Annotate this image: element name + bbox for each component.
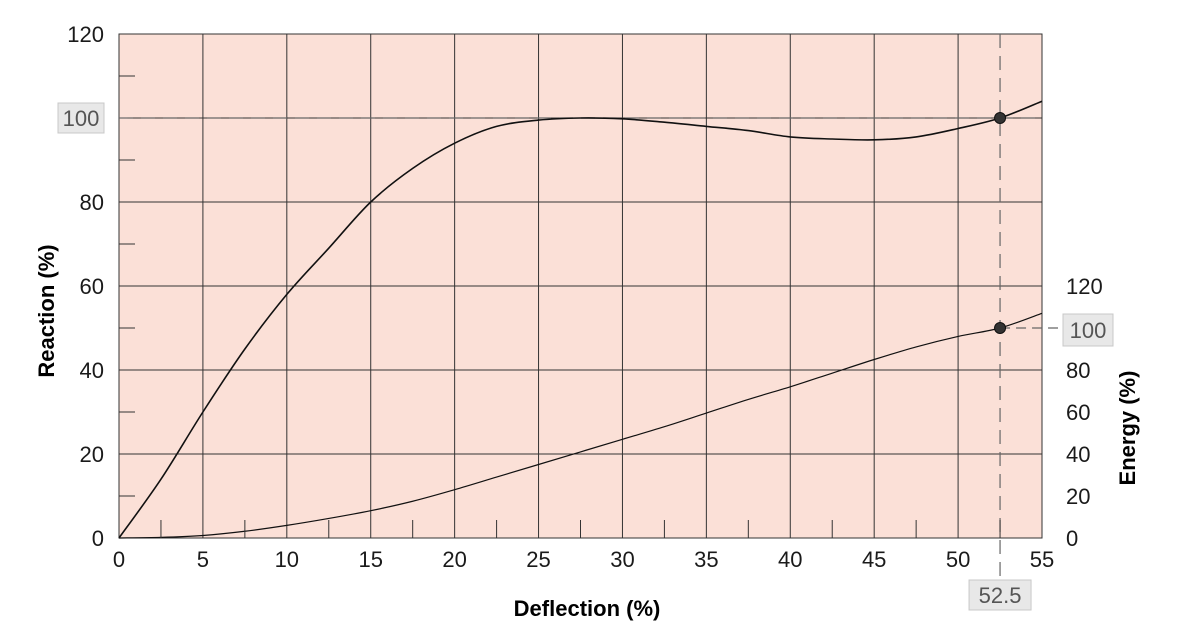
x-tick-label: 45 (862, 547, 886, 572)
x-tick-label: 25 (526, 547, 550, 572)
y-tick-label: 40 (80, 358, 104, 383)
energy-value-label: 100 (1070, 318, 1107, 343)
x-tick-label: 30 (610, 547, 634, 572)
y2-tick-label: 20 (1066, 484, 1090, 509)
energy-curve (118, 312, 1043, 539)
energy-marker (994, 322, 1007, 334)
reaction-value-label-box (57, 102, 105, 134)
deflection-value-label: 52.5 (979, 583, 1022, 608)
y-tick-label: 60 (80, 274, 104, 299)
y-tick-label: 0 (92, 526, 104, 551)
y2-tick-label: 120 (1066, 274, 1103, 299)
x-tick-label: 0 (113, 547, 125, 572)
x-tick-label: 35 (694, 547, 718, 572)
reference-lines (119, 34, 1058, 582)
energy-value-label-box (1062, 313, 1114, 347)
reaction-value-label: 100 (63, 106, 100, 131)
y2-tick-label: 40 (1066, 442, 1090, 467)
deflection-value-label-box (968, 579, 1032, 611)
y-axis-title: Reaction (%) (34, 244, 59, 377)
y-tick-label: 80 (80, 190, 104, 215)
x-tick-label: 40 (778, 547, 802, 572)
y2-tick-label: 0 (1066, 526, 1078, 551)
x-axis-title: Deflection (%) (514, 596, 661, 621)
reaction-curve (118, 100, 1043, 539)
y2-tick-label: 60 (1066, 400, 1090, 425)
y-tick-label: 120 (67, 22, 104, 47)
axis-ticks: 0 5 10 15 20 25 30 35 40 45 50 55 0 20 40 60 80 120 0 20 40 6… (67, 22, 1102, 572)
x-tick-label: 20 (442, 547, 466, 572)
x-tick-label: 10 (275, 547, 299, 572)
y-tick-label: 20 (80, 442, 104, 467)
x-tick-label: 50 (946, 547, 970, 572)
x-tick-label: 15 (358, 547, 382, 572)
x-tick-label: 55 (1030, 547, 1054, 572)
x-tick-label: 5 (197, 547, 209, 572)
curves (118, 100, 1043, 539)
y2-axis-title: Energy (%) (1115, 371, 1140, 486)
y2-tick-label: 80 (1066, 358, 1090, 383)
reaction-marker (994, 112, 1007, 124)
